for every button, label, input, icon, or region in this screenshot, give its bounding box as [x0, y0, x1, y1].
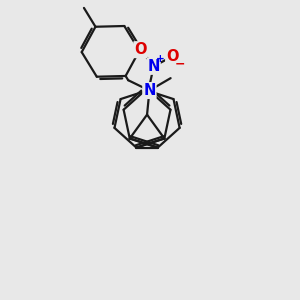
Text: N: N: [143, 83, 156, 98]
Text: +: +: [156, 54, 164, 64]
Text: −: −: [175, 57, 185, 70]
Text: N: N: [147, 59, 160, 74]
Text: O: O: [134, 42, 147, 57]
Text: O: O: [166, 49, 178, 64]
